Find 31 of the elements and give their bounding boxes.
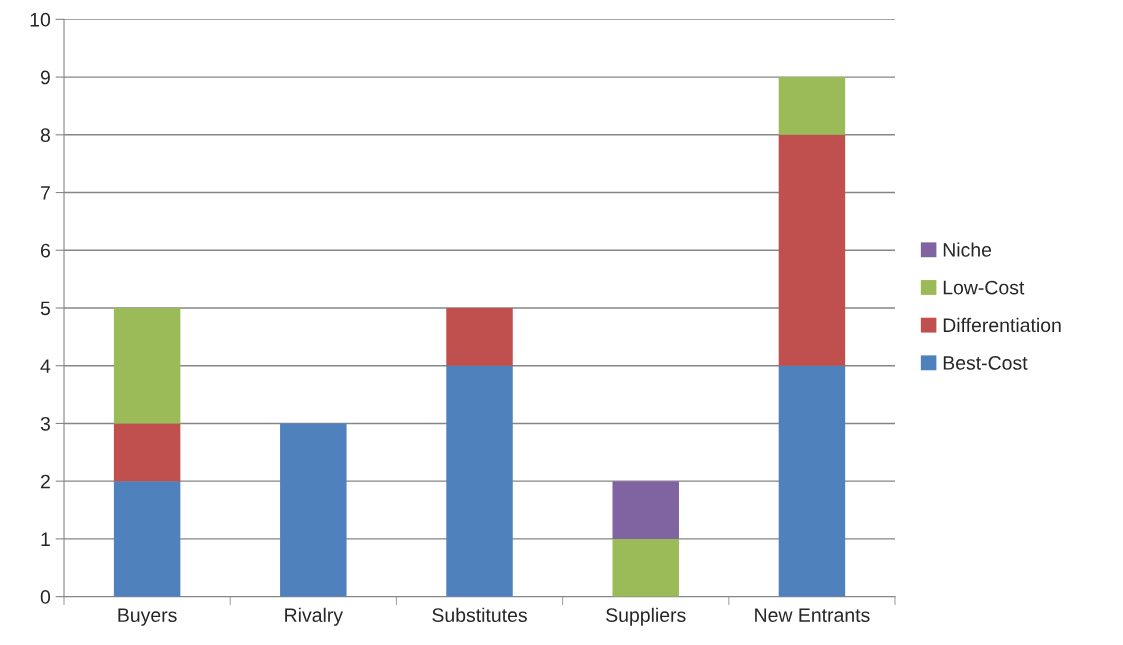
bar [280,423,347,597]
y-tick-label: 1 [41,532,50,546]
y-tick-label: 0 [40,590,51,604]
y-tick-label: 10 [30,12,51,27]
bar [612,481,679,539]
y-tick-label: 5 [40,301,50,316]
legend-label: Best-Cost [943,356,1028,370]
legend-label: Low-Cost [943,280,1025,295]
bar [446,307,513,366]
bar [778,77,846,135]
bar [612,538,679,597]
legend-label: Niche [943,242,992,257]
bar [113,423,181,482]
y-tick-label: 6 [40,243,50,258]
bar [446,365,513,597]
y-tick-label: 8 [40,128,50,143]
y-tick-label: 4 [40,359,51,373]
x-tick-label: New Entrants [755,608,870,623]
y-tick-label: 7 [41,186,50,200]
y-tick-label: 2 [40,474,50,489]
legend-label: Differentiation [943,317,1061,333]
x-tick-label: Buyers [118,608,177,626]
x-tick-label: Substitutes [432,607,527,623]
bar [778,365,846,597]
bar [778,134,846,366]
x-tick-label: Suppliers [606,607,686,626]
bar [113,481,181,597]
y-tick-label: 3 [40,416,50,431]
y-tick-label: 9 [40,70,50,85]
x-tick-label: Rivalry [285,607,343,626]
bar [113,307,181,424]
